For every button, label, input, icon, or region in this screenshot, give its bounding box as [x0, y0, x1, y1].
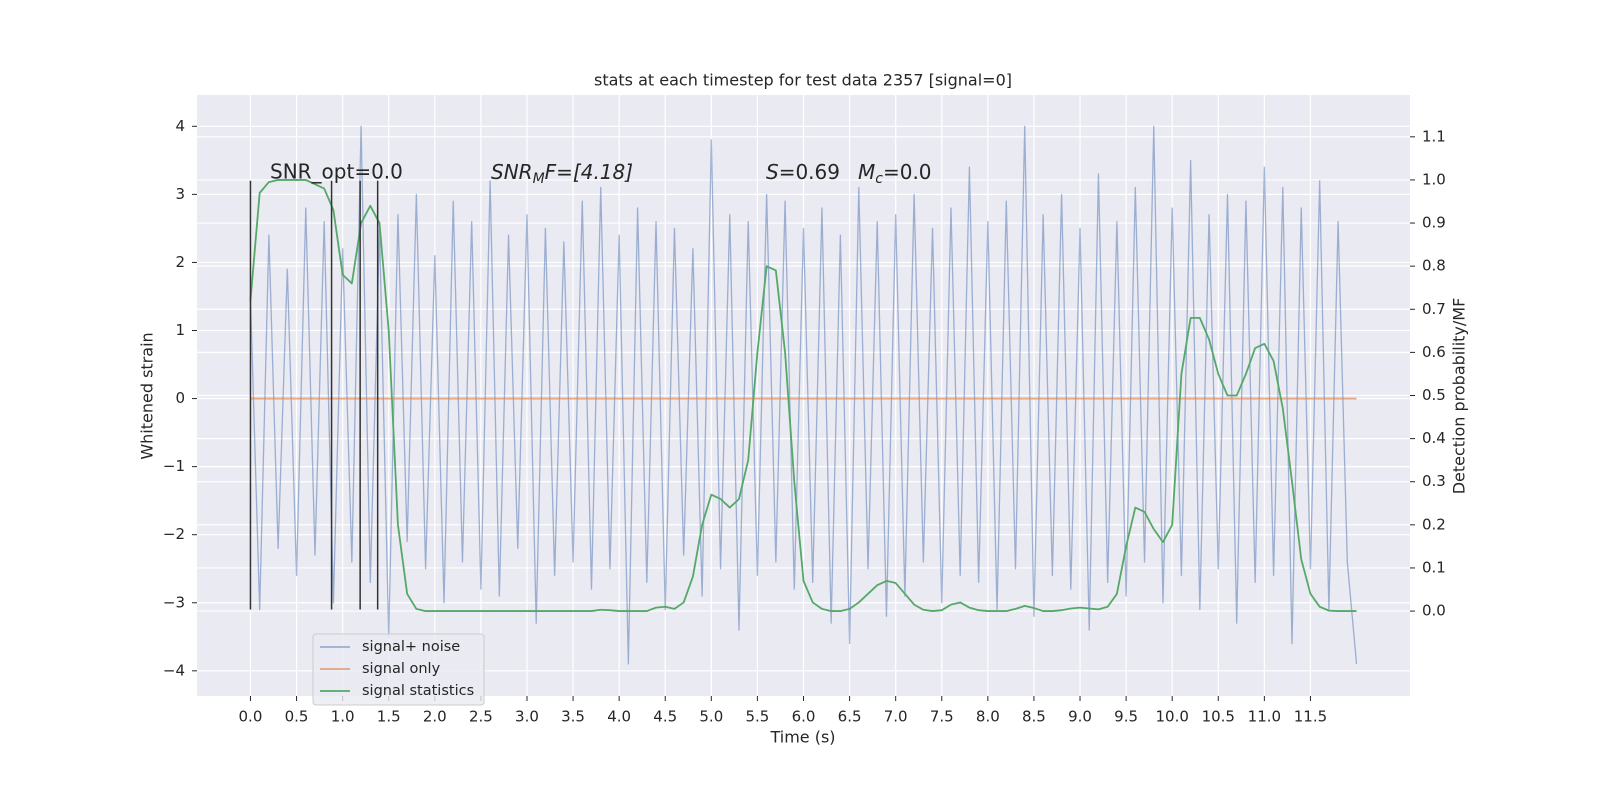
y2-tick-label: 0.7	[1422, 300, 1446, 318]
y2-tick-label: 0.0	[1422, 602, 1446, 620]
x-tick-label: 6.0	[792, 708, 816, 726]
x-tick-label: 1.0	[331, 708, 355, 726]
y2-tick-label: 1.0	[1422, 170, 1446, 188]
x-tick-label: 11.0	[1248, 708, 1281, 726]
annotation-base: S	[766, 160, 779, 184]
series-line	[249, 179, 1357, 612]
x-tick-label: 10.0	[1155, 708, 1188, 726]
y-tick-label: −4	[163, 661, 185, 679]
chart-title: stats at each timestep for test data 235…	[594, 71, 1012, 90]
x-tick-label: 7.5	[930, 708, 954, 726]
y2-tick-label: 0.4	[1422, 429, 1446, 447]
x-tick-label: 5.0	[699, 708, 723, 726]
y2-tick-label: 0.5	[1422, 386, 1446, 404]
x-tick-label: 8.0	[976, 708, 1000, 726]
x-tick-label: 8.5	[1022, 708, 1046, 726]
x-tick-label: 2.5	[469, 708, 493, 726]
x-tick-label: 4.0	[607, 708, 631, 726]
legend-box	[312, 633, 485, 706]
y2-tick-label: 0.6	[1422, 343, 1446, 361]
annotation: SNR_opt=0.0	[270, 160, 403, 184]
y2-tick-label: 0.1	[1422, 558, 1446, 576]
x-tick-label: 9.5	[1114, 708, 1138, 726]
y-tick-label: −1	[163, 457, 185, 475]
x-tick-label: 9.0	[1068, 708, 1092, 726]
y2-tick-label: 0.2	[1422, 515, 1446, 533]
y-tick-label: 0	[175, 389, 185, 407]
x-tick-label: 10.5	[1202, 708, 1235, 726]
y-axis-label: Whitened strain	[138, 332, 157, 459]
y-tick-label: −3	[163, 593, 185, 611]
x-tick-label: 3.0	[515, 708, 539, 726]
legend: signal+ noise signal only signal statistic…	[312, 633, 485, 706]
annotation-base: SNR	[491, 160, 533, 184]
y-tick-label: 3	[175, 185, 185, 203]
y-tick-label: 1	[175, 321, 185, 339]
y-tick-label: 4	[175, 117, 185, 135]
x-tick-label: 2.0	[423, 708, 447, 726]
x-tick-label: 5.5	[745, 708, 769, 726]
legend-label: signal statistics	[362, 683, 474, 699]
annotation-base: M	[858, 160, 875, 184]
annotation-tail: F=[4.18]	[545, 160, 633, 184]
annotation-sub: M	[533, 171, 545, 187]
x-tick-label: 0.5	[285, 708, 309, 726]
y-tick-label: 2	[175, 253, 185, 271]
annotation: Mc=0.0	[858, 160, 932, 188]
legend-label: signal+ noise	[362, 639, 460, 655]
x-tick-label: 4.5	[653, 708, 677, 726]
legend-label: signal only	[362, 661, 441, 677]
y2-tick-label: 1.1	[1422, 127, 1446, 145]
series-line	[249, 125, 1358, 665]
y2-tick-label: 0.9	[1422, 214, 1446, 232]
x-axis-label: Time (s)	[769, 728, 835, 747]
annotation: S=0.69	[766, 160, 840, 184]
annotation: SNRMF=[4.18]	[491, 160, 633, 188]
x-tick-label: 11.5	[1294, 708, 1327, 726]
annotation-tail: =0.0	[883, 160, 932, 184]
annotation-tail: =0.69	[779, 160, 840, 184]
y2-tick-label: 0.3	[1422, 472, 1446, 490]
y2-tick-label: 0.8	[1422, 257, 1446, 275]
x-tick-label: 0.0	[239, 708, 263, 726]
x-tick-label: 3.5	[561, 708, 585, 726]
y2-axis-label: Detection probability/MF	[1450, 298, 1469, 495]
x-tick-label: 6.5	[838, 708, 862, 726]
y-tick-label: −2	[163, 525, 185, 543]
x-tick-label: 7.0	[884, 708, 908, 726]
x-tick-label: 1.5	[377, 708, 401, 726]
annotation-sub: c	[875, 171, 883, 187]
